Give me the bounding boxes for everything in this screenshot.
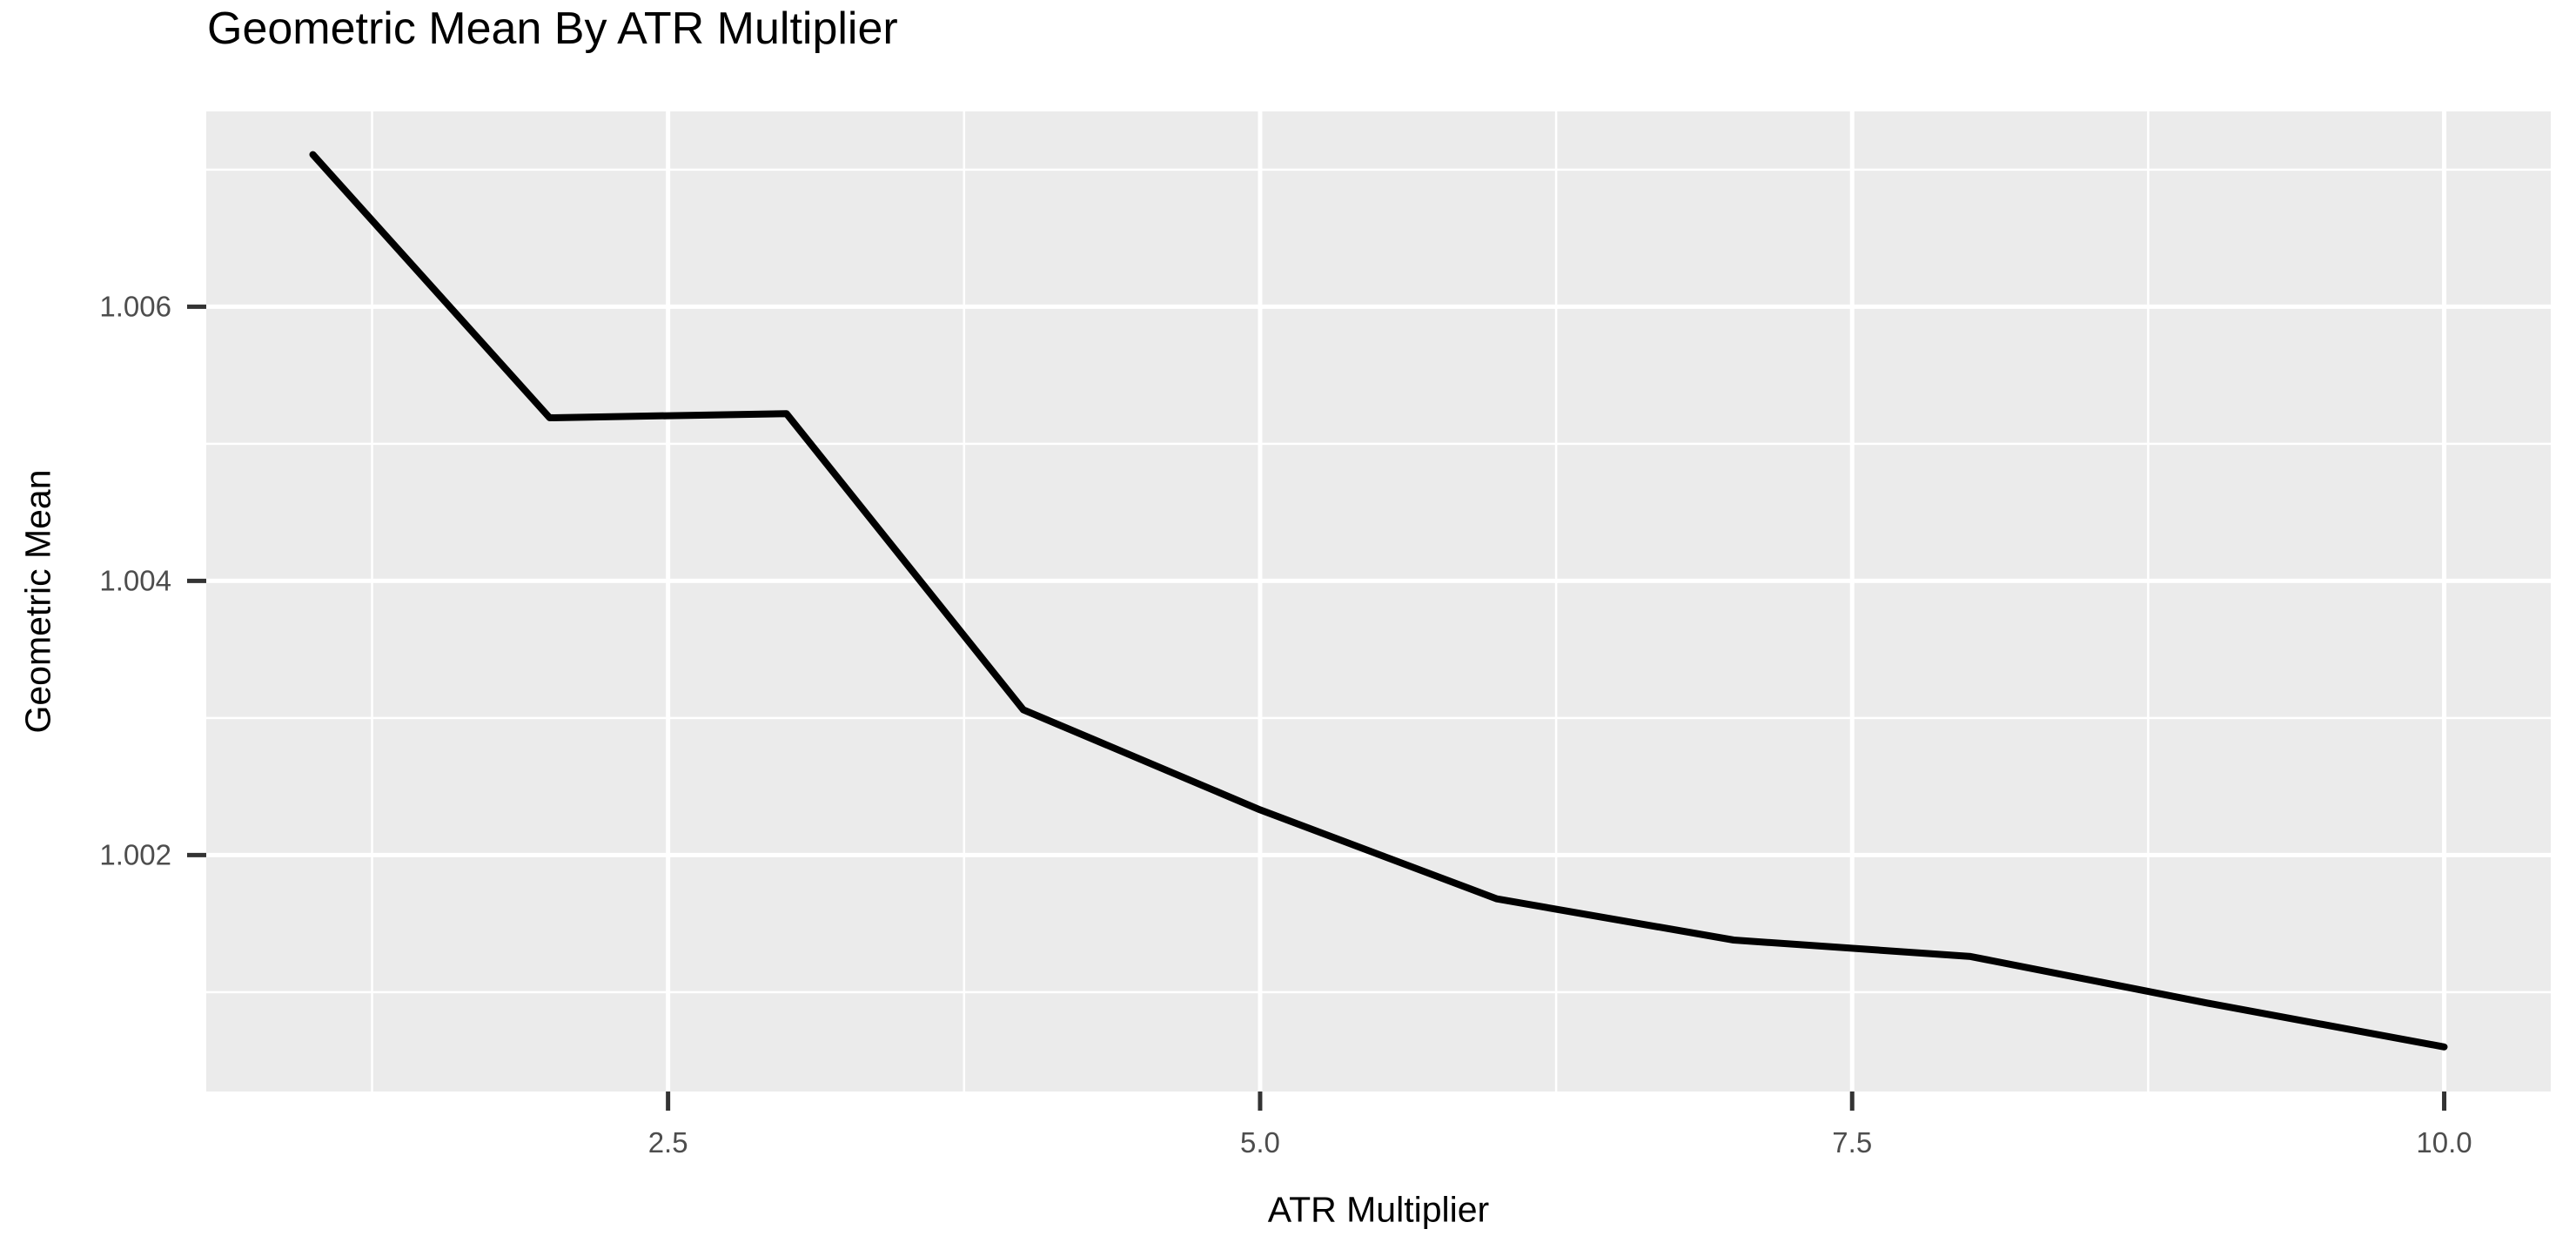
x-tick-label: 7.5 xyxy=(1832,1126,1872,1159)
plot-panel xyxy=(206,111,2551,1091)
x-tick-label: 10.0 xyxy=(2416,1126,2472,1159)
x-tick-label: 2.5 xyxy=(648,1126,688,1159)
x-tick-label: 5.0 xyxy=(1240,1126,1280,1159)
data-line xyxy=(309,151,2448,1051)
x-axis-title: ATR Multiplier xyxy=(1267,1189,1490,1230)
y-tick-label: 1.006 xyxy=(99,290,171,322)
y-tick-label: 1.004 xyxy=(99,564,171,596)
y-tick-label: 1.002 xyxy=(99,838,171,870)
chart-title: Geometric Mean By ATR Multiplier xyxy=(207,3,898,54)
